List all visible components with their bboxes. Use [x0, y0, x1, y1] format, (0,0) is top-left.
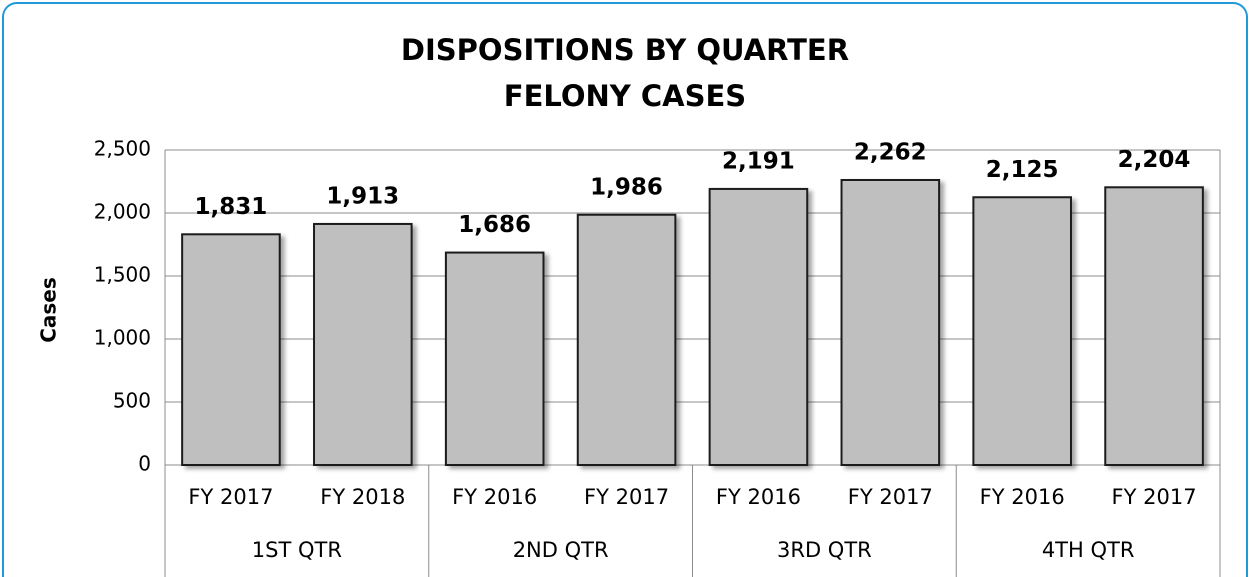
- bar: [708, 187, 809, 467]
- y-tick-label: 500: [113, 389, 151, 413]
- y-tick-label: 1,500: [94, 263, 151, 287]
- value-label: 2,125: [986, 157, 1059, 183]
- value-label: 2,191: [722, 148, 795, 174]
- y-tick-label: 0: [138, 452, 151, 476]
- group-label: 1ST QTR: [252, 538, 342, 562]
- chart-title: DISPOSITIONS BY QUARTER: [401, 33, 849, 67]
- group-label: 2ND QTR: [513, 538, 609, 562]
- x-tick-label: FY 2017: [584, 485, 669, 509]
- x-tick-label: FY 2017: [1112, 485, 1197, 509]
- bar: [576, 213, 677, 466]
- value-label: 2,262: [854, 139, 927, 165]
- y-tick-label: 2,000: [94, 200, 151, 224]
- value-label: 1,986: [590, 174, 663, 200]
- value-label: 1,686: [458, 212, 531, 238]
- chart-title: FELONY CASES: [504, 79, 746, 113]
- y-tick-label: 1,000: [94, 326, 151, 350]
- group-label: 3RD QTR: [777, 538, 872, 562]
- value-label: 2,204: [1118, 147, 1191, 173]
- bar: [840, 178, 941, 466]
- bar: [972, 196, 1072, 466]
- bar: [313, 222, 413, 466]
- value-label: 1,913: [326, 183, 399, 209]
- y-axis-title: Cases: [37, 277, 61, 343]
- value-label: 1,831: [195, 194, 268, 220]
- bar: [1104, 186, 1204, 467]
- x-tick-label: FY 2016: [980, 485, 1065, 509]
- y-tick-label: 2,500: [94, 137, 151, 161]
- x-tick-label: FY 2016: [716, 485, 801, 509]
- x-tick-label: FY 2017: [848, 485, 933, 509]
- x-tick-label: FY 2018: [320, 485, 405, 509]
- x-tick-label: FY 2016: [452, 485, 537, 509]
- bar: [444, 251, 545, 466]
- x-tick-label: FY 2017: [188, 485, 273, 509]
- group-label: 4TH QTR: [1042, 538, 1135, 562]
- bar: [181, 233, 281, 466]
